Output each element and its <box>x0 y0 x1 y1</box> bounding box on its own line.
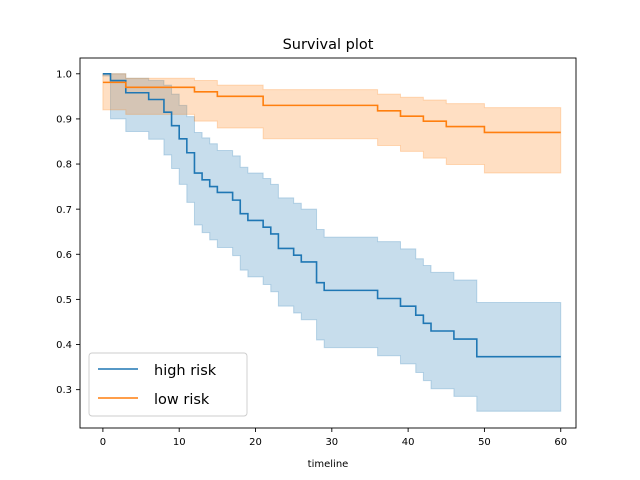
x-tick-label: 10 <box>173 437 186 448</box>
confidence-band-low-risk <box>102 73 562 174</box>
legend: high risk low risk <box>88 352 248 417</box>
survival-line-high-risk <box>102 72 561 358</box>
plot-frame <box>79 57 577 429</box>
confidence-bands <box>102 73 562 412</box>
x-axis: 0 10 20 30 40 50 60 <box>100 428 567 448</box>
y-tick-label: 0.9 <box>56 115 72 126</box>
x-tick-label: 40 <box>402 437 415 448</box>
x-tick-label: 60 <box>554 437 567 448</box>
y-tick-label: 0.5 <box>56 295 72 306</box>
x-axis-label: timeline <box>308 459 349 470</box>
legend-label-low-risk: low risk <box>154 392 210 408</box>
x-tick-label: 0 <box>100 437 106 448</box>
survival-curves <box>102 72 561 358</box>
y-tick-label: 0.7 <box>56 205 72 216</box>
y-tick-label: 0.3 <box>56 385 72 396</box>
y-tick-label: 0.8 <box>56 160 72 171</box>
chart-title: Survival plot <box>283 37 374 53</box>
x-tick-label: 20 <box>249 437 262 448</box>
x-tick-label: 30 <box>325 437 338 448</box>
y-tick-label: 0.6 <box>56 250 72 261</box>
survival-line-low-risk <box>102 81 561 134</box>
legend-label-high-risk: high risk <box>154 363 217 379</box>
x-tick-label: 50 <box>478 437 491 448</box>
y-tick-label: 0.4 <box>56 340 72 351</box>
y-tick-label: 1.0 <box>56 69 72 80</box>
y-axis: 0.3 0.4 0.5 0.6 0.7 0.8 0.9 1.0 <box>56 69 80 396</box>
confidence-band-high-risk <box>102 73 562 412</box>
